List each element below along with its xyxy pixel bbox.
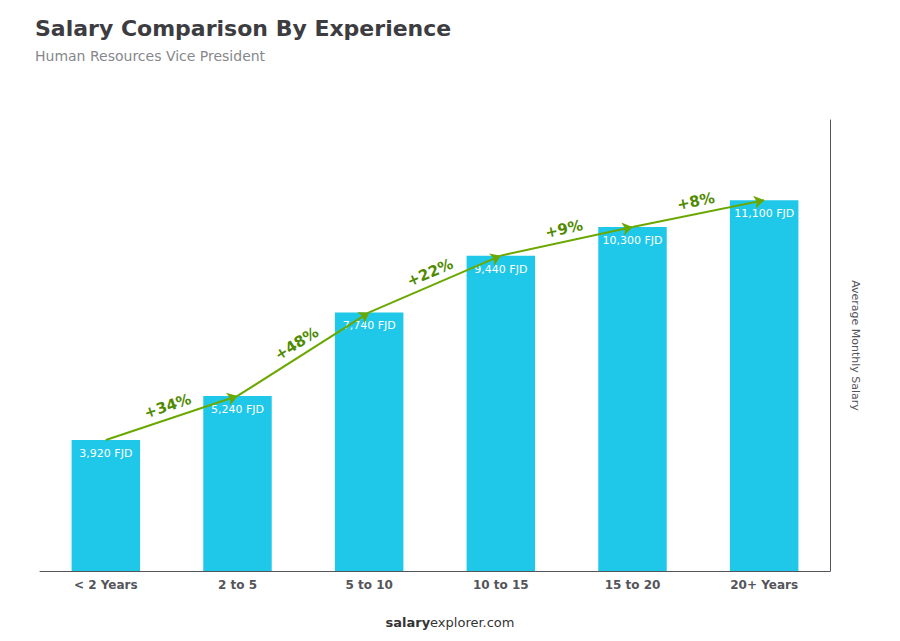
svg-text:+8%: +8% (675, 189, 716, 214)
svg-text:5,240 FJD: 5,240 FJD (211, 403, 264, 416)
svg-text:5 to 10: 5 to 10 (345, 578, 392, 592)
svg-text:+9%: +9% (544, 216, 585, 242)
svg-text:Salary Comparison By Experienc: Salary Comparison By Experience (35, 16, 451, 41)
svg-text:salary: salary (385, 615, 430, 630)
svg-text:11,100 FJD: 11,100 FJD (734, 207, 794, 220)
svg-text:explorer.com: explorer.com (430, 615, 514, 630)
svg-text:2 to 5: 2 to 5 (218, 578, 257, 592)
svg-text:Average Monthly Salary: Average Monthly Salary (849, 280, 862, 411)
svg-text:< 2 Years: < 2 Years (74, 578, 138, 592)
svg-text:10,300 FJD: 10,300 FJD (602, 234, 662, 247)
svg-text:20+ Years: 20+ Years (730, 578, 798, 592)
svg-text:7,740 FJD: 7,740 FJD (343, 319, 396, 332)
svg-text:3,920 FJD: 3,920 FJD (79, 447, 132, 460)
svg-text:10 to 15: 10 to 15 (473, 578, 529, 592)
svg-text:+22%: +22% (404, 255, 456, 291)
svg-text:15 to 20: 15 to 20 (605, 578, 661, 592)
svg-text:+48%: +48% (271, 323, 322, 364)
svg-text:9,440 FJD: 9,440 FJD (474, 262, 528, 276)
svg-text:+34%: +34% (142, 390, 194, 422)
svg-text:Human Resources Vice President: Human Resources Vice President (35, 48, 266, 64)
